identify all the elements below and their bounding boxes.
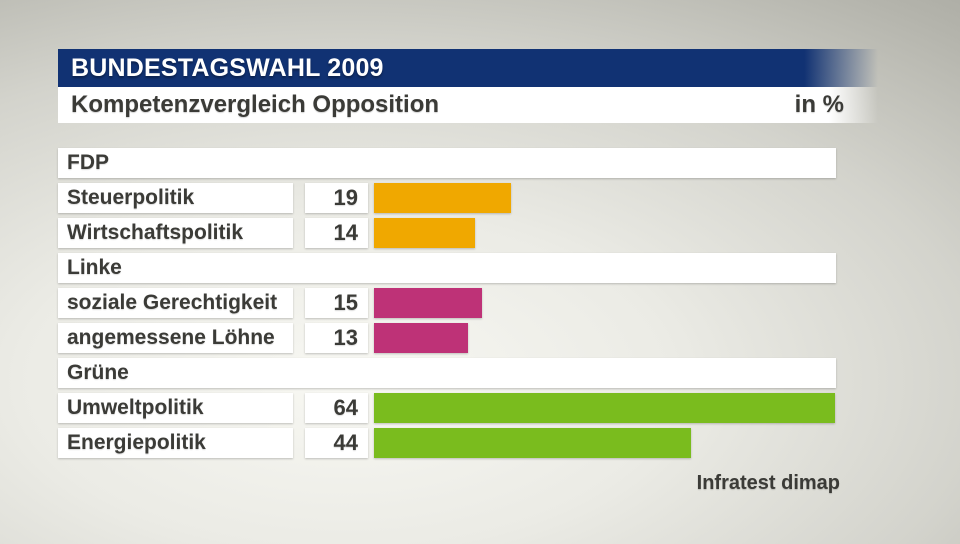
- group-header-fdp: FDP: [58, 148, 836, 178]
- value-bar: [374, 183, 511, 213]
- row-value: 14: [305, 218, 368, 248]
- row-value: 19: [305, 183, 368, 213]
- chart-row-angemessene-l-hne: angemessene Löhne 13: [58, 323, 836, 353]
- value-bar: [374, 288, 482, 318]
- chart: FDP Steuerpolitik 19 Wirtschaftspolitik 14 Li…: [58, 148, 836, 463]
- row-label: Steuerpolitik: [58, 183, 293, 213]
- group-header-linke: Linke: [58, 253, 836, 283]
- chart-row-soziale-gerechtigkeit: soziale Gerechtigkeit 15: [58, 288, 836, 318]
- subtitle-bar: Kompetenzvergleich Opposition in %: [58, 87, 878, 123]
- spacer: [293, 288, 305, 318]
- spacer: [293, 428, 305, 458]
- row-label: soziale Gerechtigkeit: [58, 288, 293, 318]
- row-value: 15: [305, 288, 368, 318]
- row-value: 44: [305, 428, 368, 458]
- spacer: [293, 218, 305, 248]
- row-label: Wirtschaftspolitik: [58, 218, 293, 248]
- row-label: Energiepolitik: [58, 428, 293, 458]
- row-label: Umweltpolitik: [58, 393, 293, 423]
- title-bar: BUNDESTAGSWAHL 2009: [58, 49, 878, 87]
- chart-row-wirtschaftspolitik: Wirtschaftspolitik 14: [58, 218, 836, 248]
- row-label: angemessene Löhne: [58, 323, 293, 353]
- chart-subtitle: Kompetenzvergleich Opposition: [71, 91, 440, 118]
- spacer: [293, 393, 305, 423]
- row-value: 64: [305, 393, 368, 423]
- unit-label: in %: [794, 91, 844, 118]
- source-label: Infratest dimap: [696, 472, 840, 494]
- page-title: BUNDESTAGSWAHL 2009: [71, 54, 384, 82]
- chart-row-steuerpolitik: Steuerpolitik 19: [58, 183, 836, 213]
- group-header-gr-ne: Grüne: [58, 358, 836, 388]
- value-bar: [374, 323, 468, 353]
- value-bar: [374, 428, 691, 458]
- chart-row-energiepolitik: Energiepolitik 44: [58, 428, 836, 458]
- spacer: [293, 183, 305, 213]
- chart-row-umweltpolitik: Umweltpolitik 64: [58, 393, 836, 423]
- value-bar: [374, 218, 475, 248]
- value-bar: [374, 393, 835, 423]
- row-value: 13: [305, 323, 368, 353]
- spacer: [293, 323, 305, 353]
